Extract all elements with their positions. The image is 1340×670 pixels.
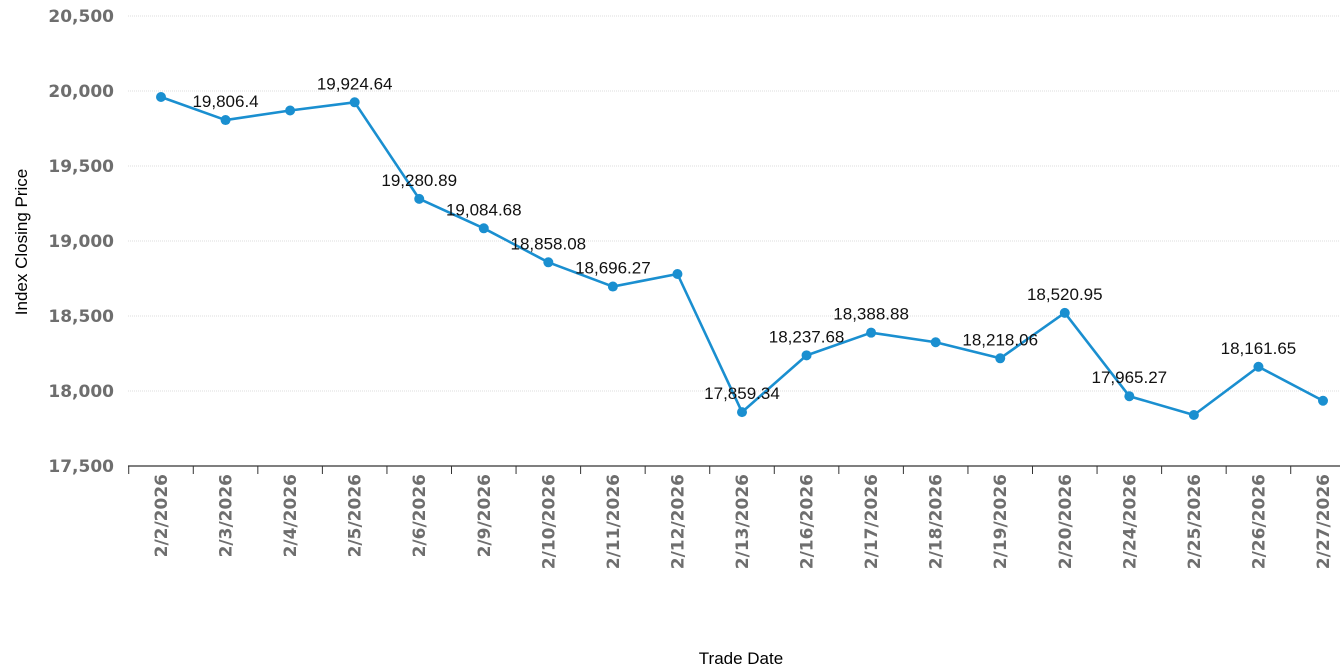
data-label: 18,218.06 [962, 330, 1038, 349]
data-label: 19,280.89 [381, 171, 457, 190]
x-tick-label: 2/20/2026 [1056, 474, 1076, 569]
data-point [1124, 391, 1135, 402]
data-point [543, 257, 554, 268]
data-label: 18,161.65 [1221, 339, 1297, 358]
x-axis-ticks: 2/2/2026 2/3/2026 2/4/2026 2/5/2026 2/6/2026… [128, 466, 1334, 569]
y-tick-label: 18,500 [48, 307, 114, 327]
y-tick-label: 19,000 [48, 232, 114, 252]
x-tick-label: 2/16/2026 [798, 474, 818, 569]
x-tick-label: 2/6/2026 [410, 474, 430, 557]
x-tick-label: 2/27/2026 [1314, 474, 1334, 569]
x-axis-title: Trade Date [699, 649, 783, 668]
x-tick-label: 2/13/2026 [733, 474, 753, 569]
data-labels: 19,806.4 19,924.64 19,280.89 19,084.68 18,85… [192, 74, 1296, 403]
x-tick-label: 2/19/2026 [991, 474, 1011, 569]
y-tick-label: 19,500 [48, 157, 114, 177]
data-point [1059, 307, 1070, 318]
data-point [995, 353, 1006, 364]
x-tick-label: 2/17/2026 [862, 474, 882, 569]
data-label: 18,388.88 [833, 305, 909, 324]
x-tick-label: 2/5/2026 [346, 474, 366, 557]
x-tick-label: 2/18/2026 [927, 474, 947, 569]
y-tick-label: 20,500 [48, 7, 114, 27]
data-label: 18,858.08 [511, 234, 587, 253]
data-point [866, 327, 877, 338]
data-label: 18,520.95 [1027, 285, 1103, 304]
grid-lines [128, 15, 1340, 392]
data-point [1318, 395, 1328, 406]
x-tick-label: 2/10/2026 [539, 474, 559, 569]
data-point [285, 105, 296, 116]
data-label: 19,924.64 [317, 74, 393, 93]
y-axis-title: Index Closing Price [12, 169, 31, 315]
data-point [349, 97, 360, 108]
x-tick-label: 2/4/2026 [281, 474, 301, 557]
data-point [607, 281, 618, 292]
data-point [1253, 361, 1264, 372]
data-label: 18,696.27 [575, 259, 651, 278]
data-point [1188, 410, 1199, 420]
data-label: 19,806.4 [192, 92, 258, 111]
x-tick-label: 2/24/2026 [1120, 474, 1140, 569]
x-tick-label: 2/11/2026 [604, 474, 624, 569]
x-tick-label: 2/25/2026 [1185, 474, 1205, 569]
y-tick-label: 18,000 [48, 382, 114, 402]
x-tick-label: 2/26/2026 [1249, 474, 1269, 569]
data-point [737, 407, 747, 418]
data-point [414, 193, 425, 204]
data-point [478, 223, 489, 234]
data-label: 17,965.27 [1092, 368, 1168, 387]
data-point [220, 115, 231, 126]
x-tick-label: 2/3/2026 [217, 474, 237, 557]
x-tick-label: 2/12/2026 [668, 474, 688, 569]
series-layer [156, 92, 1328, 420]
y-tick-label: 20,000 [48, 82, 114, 102]
data-point [672, 269, 683, 279]
data-point [930, 337, 941, 348]
data-point [801, 350, 812, 361]
data-point [156, 92, 166, 102]
y-tick-label: 17,500 [48, 457, 114, 477]
x-tick-label: 2/9/2026 [475, 474, 495, 557]
x-tick-label: 2/2/2026 [152, 474, 172, 557]
data-label: 19,084.68 [446, 200, 522, 219]
data-label: 17,859.34 [704, 384, 780, 403]
data-label: 18,237.68 [769, 327, 845, 346]
y-axis-ticks: 17,500 18,000 18,500 19,000 19,500 20,000 20,5… [48, 7, 114, 477]
